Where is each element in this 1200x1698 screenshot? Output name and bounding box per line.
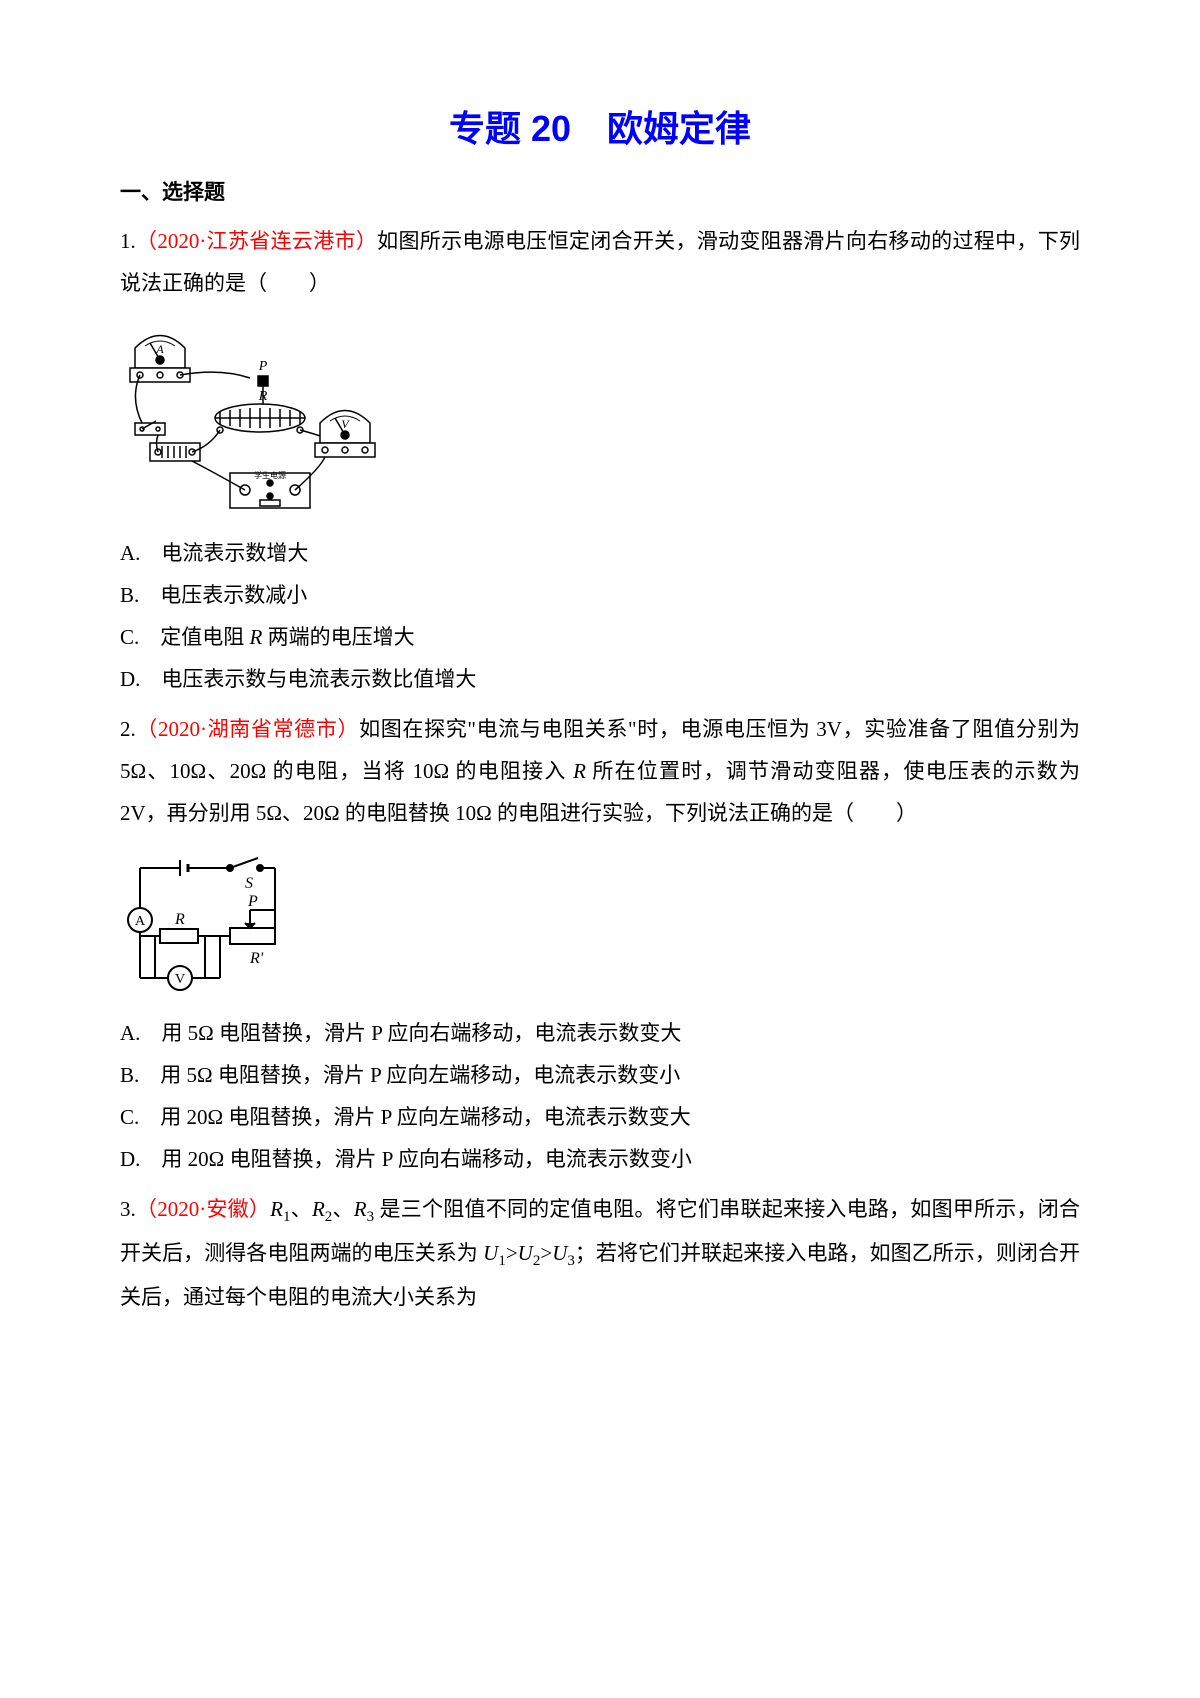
svg-text:P: P xyxy=(258,359,268,374)
q2-option-a: A. 用 5Ω 电阻替换，滑片 P 应向右端移动，电流表示数变大 xyxy=(120,1012,1080,1054)
q3-u1sub: 1 xyxy=(498,1253,506,1269)
svg-text:R': R' xyxy=(249,950,264,967)
q1-option-b: B. 电压表示数减小 xyxy=(120,574,1080,616)
q1-option-c: C. 定值电阻 R 两端的电压增大 xyxy=(120,616,1080,658)
q1-optc-var: R xyxy=(250,625,263,649)
q3-u2: U xyxy=(518,1241,533,1265)
svg-text:R: R xyxy=(174,911,185,928)
q1-optc-post: 两端的电压增大 xyxy=(262,625,414,649)
q2-option-d: D. 用 20Ω 电阻替换，滑片 P 应向右端移动，电流表示数变小 xyxy=(120,1138,1080,1180)
svg-text:A: A xyxy=(135,914,146,929)
q1-figure: A P R xyxy=(120,318,1080,518)
svg-text:V: V xyxy=(175,972,185,987)
q3-u3: U xyxy=(552,1241,567,1265)
q1-optc-pre: C. 定值电阻 xyxy=(120,625,250,649)
q3-u3sub: 3 xyxy=(567,1253,575,1269)
q3-sep1: 、 xyxy=(290,1197,311,1221)
q1-number: 1. xyxy=(120,229,136,253)
q1-option-d: D. 电压表示数与电流表示数比值增大 xyxy=(120,658,1080,700)
q3-r2: R xyxy=(312,1197,325,1221)
q3-r1: R xyxy=(270,1197,283,1221)
q1-options: A. 电流表示数增大 B. 电压表示数减小 C. 定值电阻 R 两端的电压增大 … xyxy=(120,532,1080,700)
question-3-text: 3.（2020·安徽）R1、R2、R3 是三个阻值不同的定值电阻。将它们串联起来… xyxy=(120,1188,1080,1318)
q3-sep2: 、 xyxy=(332,1197,353,1221)
q3-gt1: > xyxy=(506,1241,518,1265)
q2-var: R xyxy=(573,759,586,783)
q3-r3: R xyxy=(354,1197,367,1221)
q3-r3sub: 3 xyxy=(367,1209,375,1225)
q1-option-a: A. 电流表示数增大 xyxy=(120,532,1080,574)
q1-source: （2020·江苏省连云港市） xyxy=(136,229,377,253)
q2-source: （2020·湖南省常德市） xyxy=(136,717,359,741)
question-1-text: 1.（2020·江苏省连云港市）如图所示电源电压恒定闭合开关，滑动变阻器滑片向右… xyxy=(120,220,1080,304)
svg-text:P: P xyxy=(247,893,258,910)
q2-option-c: C. 用 20Ω 电阻替换，滑片 P 应向左端移动，电流表示数变大 xyxy=(120,1096,1080,1138)
q2-number: 2. xyxy=(120,717,136,741)
svg-text:S: S xyxy=(245,875,253,892)
question-2-text: 2.（2020·湖南省常德市）如图在探究"电流与电阻关系"时，电源电压恒为 3V… xyxy=(120,708,1080,834)
q3-source: （2020·安徽） xyxy=(136,1197,270,1221)
svg-text:学生电源: 学生电源 xyxy=(254,470,286,480)
q2-options: A. 用 5Ω 电阻替换，滑片 P 应向右端移动，电流表示数变大 B. 用 5Ω… xyxy=(120,1012,1080,1180)
q2-figure: S P R' A V xyxy=(120,848,1080,998)
q3-gt2: > xyxy=(540,1241,552,1265)
page-title: 专题 20 欧姆定律 xyxy=(120,100,1080,152)
section-heading: 一、选择题 xyxy=(120,176,1080,206)
q2-option-b: B. 用 5Ω 电阻替换，滑片 P 应向左端移动，电流表示数变小 xyxy=(120,1054,1080,1096)
svg-text:R: R xyxy=(258,389,268,404)
svg-text:A: A xyxy=(155,342,164,356)
q3-u1: U xyxy=(483,1241,498,1265)
q3-number: 3. xyxy=(120,1197,136,1221)
